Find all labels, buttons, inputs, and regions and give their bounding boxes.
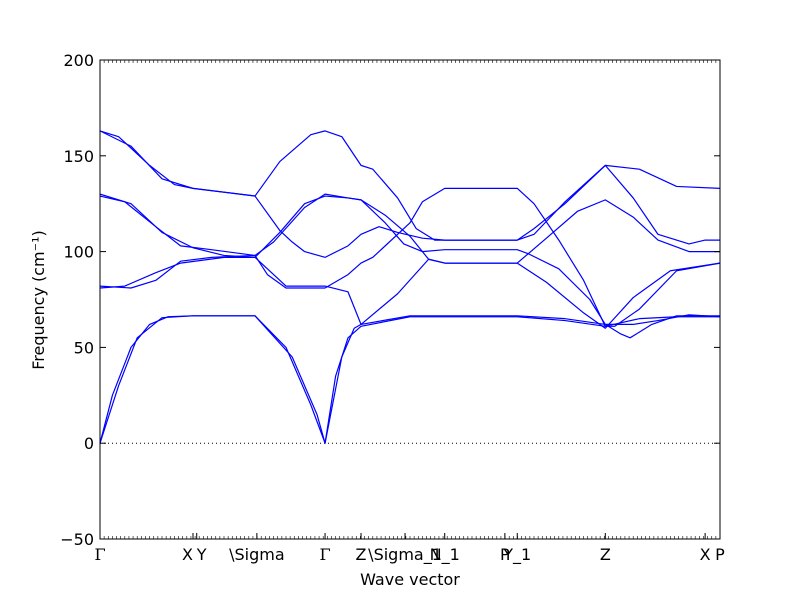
kpoint-label: Z [356, 545, 367, 564]
kpoint-label: X [182, 545, 193, 564]
x-axis-label: Wave vector [360, 570, 460, 589]
y-tick-label: 200 [63, 51, 94, 70]
kpoint-label: Z [600, 545, 611, 564]
kpoint-label: P [715, 545, 725, 564]
y-tick-label: 150 [63, 147, 94, 166]
y-axis-label: Frequency (cm⁻¹) [29, 230, 48, 369]
kpoint-label: Y [196, 545, 207, 564]
y-tick-label: 100 [63, 243, 94, 262]
phonon-band-8 [99, 130, 720, 258]
y-tick-label: −50 [60, 530, 94, 549]
kpoint-label: X [700, 545, 711, 564]
plot-area [99, 130, 721, 444]
kpoint-label: \Sigma [229, 545, 285, 564]
kpoint-label: Γ [94, 545, 105, 564]
kpoint-label: Y_1 [502, 545, 531, 565]
phonon-band-5 [99, 193, 720, 264]
y-axis-ticks: −50 0 50 100 150 200 [60, 51, 720, 549]
y-tick-label: 0 [84, 434, 94, 453]
phonon-band-1 [99, 315, 720, 444]
phonon-band-3 [99, 256, 721, 329]
plot-frame [99, 59, 721, 540]
kpoint-label: N_1 [430, 545, 460, 565]
kpoint-label: Γ [320, 545, 331, 564]
phonon-band-2 [99, 315, 720, 444]
y-tick-label: 50 [74, 338, 94, 357]
phonon-band-6 [99, 193, 721, 326]
kpoint-label: \Sigma_1 [368, 545, 442, 565]
phonon-band-4 [99, 187, 721, 327]
kpoint-label: P [500, 545, 510, 564]
